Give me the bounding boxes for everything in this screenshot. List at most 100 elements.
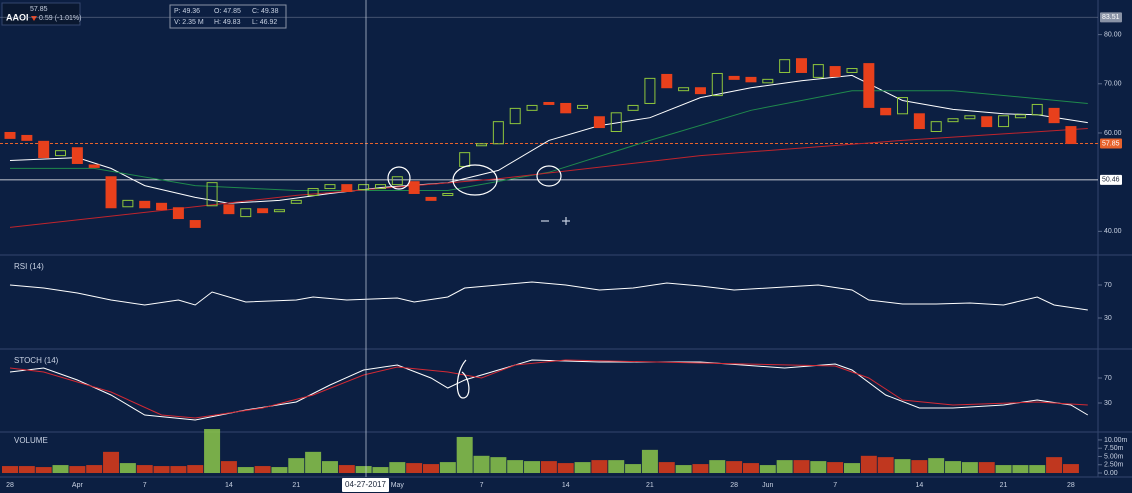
volume-bar: [524, 461, 541, 474]
volume-bar: [187, 465, 204, 474]
x-tick-label: 21: [292, 482, 300, 489]
volume-bar: [608, 460, 625, 474]
candle: [678, 87, 690, 92]
candle: [779, 59, 791, 73]
volume-bar: [877, 457, 894, 474]
candle: [55, 150, 67, 157]
candle: [223, 204, 235, 215]
volume-bar: [742, 463, 759, 474]
candle: [728, 75, 740, 80]
volume-bar: [389, 462, 406, 474]
volume-bar: [423, 464, 439, 474]
volume-bar: [1046, 457, 1063, 474]
y-tick-label: 60.00: [1104, 130, 1122, 137]
price-label-box: [1100, 138, 1122, 149]
volume-bar: [675, 465, 692, 474]
x-tick-label: 7: [480, 482, 484, 489]
last-price: 57.85: [30, 6, 48, 13]
volume-bar: [911, 460, 928, 474]
candle: [71, 147, 83, 164]
volume-bar: [86, 465, 103, 474]
candle: [358, 184, 370, 191]
volume-bar: [2, 466, 18, 474]
volume-bar: [945, 461, 962, 474]
volume-bar: [978, 462, 995, 474]
candle: [1048, 107, 1060, 124]
candle: [492, 121, 504, 145]
candle: [240, 208, 252, 218]
volume-bar: [591, 460, 608, 474]
x-tick-label: 28: [1067, 482, 1075, 489]
volume-bar: [759, 465, 776, 474]
line: [10, 90, 1088, 191]
volume-bar: [439, 462, 456, 474]
volume-bar: [894, 459, 911, 474]
volume-bar: [793, 460, 810, 474]
freehand-loop: [456, 359, 470, 399]
x-tick-label: 7: [143, 482, 147, 489]
y-tick-label: 40.00: [1104, 228, 1122, 235]
y-tick-label: 2.50m: [1104, 462, 1124, 469]
x-tick-label: 21: [1000, 482, 1008, 489]
volume-bar: [52, 465, 69, 474]
candle: [509, 107, 521, 125]
candle: [745, 76, 757, 83]
candle: [122, 199, 134, 208]
ohlc-info: V: 2.35 M: [174, 19, 204, 26]
volume-bar: [119, 463, 136, 474]
candle: [913, 113, 925, 130]
line: [9, 281, 1088, 311]
candle: [846, 68, 858, 73]
candle: [526, 104, 538, 111]
volume-bar: [153, 466, 170, 474]
candle: [88, 164, 100, 168]
volume-bar: [574, 462, 591, 474]
candle: [593, 116, 605, 129]
candle: [105, 176, 117, 209]
volume-bar: [995, 465, 1012, 474]
y-tick-label: 80.00: [1104, 31, 1122, 38]
volume-bar: [136, 465, 153, 474]
volume-bar: [170, 466, 187, 474]
volume-bar: [490, 457, 507, 474]
volume-bar: [305, 451, 322, 474]
plot: 40.0060.0070.0080.0083.5157.8550.463070R…: [0, 12, 1128, 489]
candle: [189, 220, 201, 228]
y-tick-label: 70: [1104, 375, 1112, 382]
candle: [156, 202, 168, 211]
candle: [1065, 126, 1077, 145]
panel-title: STOCH (14): [14, 356, 59, 365]
volume-bar: [641, 449, 658, 474]
volume-bar: [1062, 464, 1079, 474]
ohlc-info: O: 47.85: [214, 8, 241, 15]
ohlc-info: H: 49.83: [214, 19, 241, 26]
volume-bar: [1029, 465, 1046, 474]
ohlc-info: P: 49.36: [174, 8, 200, 15]
candle: [206, 182, 218, 207]
price-label-box: [1100, 174, 1122, 185]
candle: [324, 184, 336, 190]
candle: [897, 97, 909, 115]
x-tick-label: 28: [6, 482, 14, 489]
candle: [964, 115, 976, 120]
x-tick-label: 14: [225, 482, 233, 489]
y-tick-label: 70: [1104, 282, 1112, 289]
x-tick-label: Apr: [72, 482, 84, 489]
candle: [408, 181, 420, 194]
volume-bar: [103, 451, 120, 474]
candle: [543, 101, 555, 105]
candle: [812, 64, 824, 78]
volume-bar: [827, 462, 844, 474]
candle: [1014, 114, 1026, 119]
candle: [711, 72, 723, 97]
line: [9, 359, 1089, 421]
zoom-controls[interactable]: [541, 217, 570, 225]
candle: [863, 63, 875, 108]
candle: [374, 184, 386, 190]
candle: [139, 200, 151, 209]
candle: [644, 77, 656, 104]
crosshair-label: 04-27-2017: [345, 480, 386, 489]
volume-bar: [844, 463, 860, 474]
